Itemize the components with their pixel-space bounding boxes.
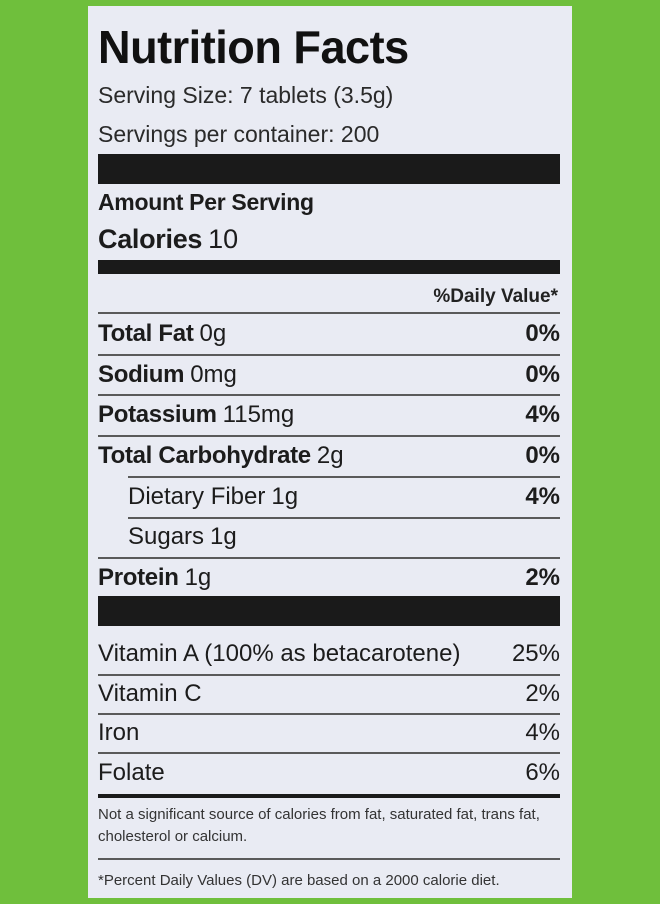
nutrient-amount: 115mg bbox=[222, 401, 295, 428]
divider bbox=[98, 312, 560, 314]
vitamin-dv: 25% bbox=[511, 640, 560, 667]
servings-per-container: Servings per container: 200 bbox=[98, 121, 380, 147]
label-title: Nutrition Facts bbox=[98, 21, 409, 73]
divider bbox=[128, 476, 560, 478]
thick-divider-top bbox=[98, 154, 560, 184]
vitamin-row-vitamin-c: Vitamin C 2% bbox=[98, 675, 560, 713]
divider bbox=[98, 858, 560, 860]
nutrient-amount: 0mg bbox=[190, 361, 237, 388]
divider bbox=[98, 674, 560, 676]
nutrient-row-total-fat: Total Fat 0g 0% bbox=[98, 315, 560, 353]
vitamin-name: Folate bbox=[98, 759, 165, 786]
divider bbox=[98, 354, 560, 356]
divider bbox=[98, 394, 560, 396]
nutrient-amount: 0g bbox=[199, 320, 227, 347]
nutrient-name: Total Carbohydrate bbox=[98, 442, 311, 469]
nutrient-dv: 2% bbox=[525, 564, 560, 591]
vitamin-name: Iron bbox=[98, 719, 140, 746]
nutrient-name: Dietary Fiber bbox=[128, 483, 266, 510]
divider bbox=[98, 752, 560, 754]
vitamin-row-folate: Folate 6% bbox=[98, 754, 560, 792]
vitamin-dv: 4% bbox=[525, 719, 560, 746]
calories-value: 10 bbox=[208, 224, 239, 254]
nutrient-amount: 2g bbox=[316, 442, 344, 469]
nutrient-row-dietary-fiber: Dietary Fiber 1g 4% bbox=[98, 478, 560, 516]
nutrient-dv: 0% bbox=[525, 442, 560, 469]
amount-per-serving: Amount Per Serving bbox=[98, 189, 314, 215]
thick-divider-bottom bbox=[98, 596, 560, 626]
calories-row: Calories 10 bbox=[98, 224, 238, 255]
daily-value-header: %Daily Value* bbox=[433, 286, 558, 307]
nutrition-facts-panel: Nutrition Facts Serving Size: 7 tablets … bbox=[88, 6, 572, 898]
divider bbox=[128, 517, 560, 519]
nutrient-dv: 4% bbox=[525, 483, 560, 510]
nutrient-name: Potassium bbox=[98, 401, 217, 428]
nutrient-name: Total Fat bbox=[98, 320, 194, 347]
serving-size: Serving Size: 7 tablets (3.5g) bbox=[98, 82, 394, 108]
nutrient-row-potassium: Potassium 115mg 4% bbox=[98, 396, 560, 434]
nutrient-dv: 0% bbox=[525, 361, 560, 388]
footnote-daily-values: *Percent Daily Values (DV) are based on … bbox=[98, 872, 500, 889]
nutrient-dv: 4% bbox=[525, 401, 560, 428]
vitamin-dv: 2% bbox=[525, 680, 560, 707]
nutrient-row-sodium: Sodium 0mg 0% bbox=[98, 356, 560, 394]
nutrient-row-total-carbohydrate: Total Carbohydrate 2g 0% bbox=[98, 437, 560, 475]
vitamin-row-vitamin-a: Vitamin A (100% as betacarotene) 25% bbox=[98, 635, 560, 673]
nutrient-amount: 1g bbox=[210, 523, 237, 550]
nutrient-amount: 1g bbox=[271, 483, 299, 510]
medium-divider bbox=[98, 260, 560, 274]
nutrient-row-protein: Protein 1g 2% bbox=[98, 559, 560, 597]
vitamin-dv: 6% bbox=[525, 759, 560, 786]
nutrient-name: Protein bbox=[98, 564, 179, 591]
nutrient-dv: 0% bbox=[525, 320, 560, 347]
divider bbox=[98, 435, 560, 437]
nutrient-row-sugars: Sugars 1g bbox=[98, 518, 560, 556]
nutrient-name: Sugars bbox=[128, 523, 205, 550]
vitamin-row-iron: Iron 4% bbox=[98, 714, 560, 752]
divider bbox=[98, 713, 560, 715]
vitamin-name: Vitamin C bbox=[98, 680, 202, 707]
divider-thin-bar bbox=[98, 794, 560, 798]
nutrient-name: Sodium bbox=[98, 361, 185, 388]
divider bbox=[98, 557, 560, 559]
footnote-not-significant: Not a significant source of calories fro… bbox=[98, 806, 540, 845]
vitamin-name: Vitamin A (100% as betacarotene) bbox=[98, 640, 461, 667]
calories-label: Calories bbox=[98, 224, 203, 254]
nutrient-amount: 1g bbox=[184, 564, 212, 591]
